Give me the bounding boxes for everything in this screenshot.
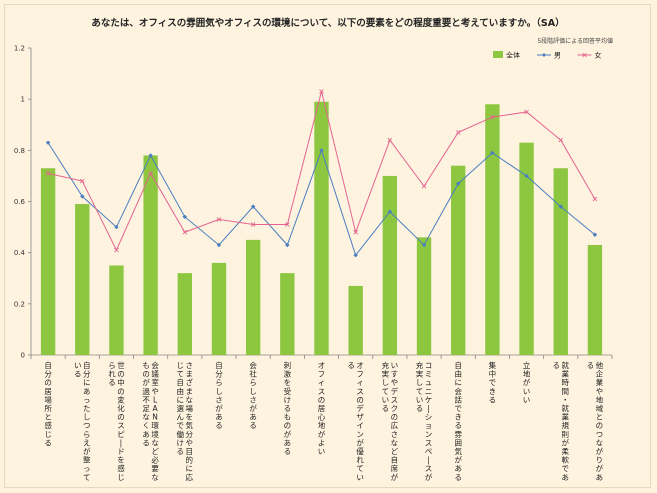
x-tick-label: さまざまな場を気分や目的に応じて自由に選んで働ける xyxy=(177,361,194,482)
legend-marker xyxy=(542,53,546,57)
x-tick-label: 会議室や L A N 環境など必要なものが過不足なくある xyxy=(142,360,159,482)
y-tick-label: 0.4 xyxy=(14,249,26,257)
legend-swatch xyxy=(493,51,503,58)
x-tick-label: 他企業や地域とのつながりがある xyxy=(587,360,604,482)
point-男 xyxy=(456,181,461,186)
point-女 xyxy=(250,222,256,227)
point-女 xyxy=(319,89,324,94)
point-男 xyxy=(114,224,119,230)
bar-全体 xyxy=(519,142,534,355)
x-tick-label: 自由に会話できる雰囲気がある xyxy=(454,360,462,482)
point-女 xyxy=(182,229,188,235)
combo-chart: あなたは、オフィスの雰囲気やオフィスの環境について、以下の要素をどの程度重要と考… xyxy=(14,17,613,482)
bar-全体 xyxy=(553,168,568,355)
bar-全体 xyxy=(109,265,124,355)
bar-全体 xyxy=(75,204,90,355)
x-tick-label: オフィスのデザインが優れている xyxy=(347,361,364,482)
y-tick-label: 0.6 xyxy=(14,198,26,206)
point-男 xyxy=(319,148,324,153)
bar-全体 xyxy=(451,165,466,355)
point-男 xyxy=(80,194,85,199)
point-男 xyxy=(285,242,290,248)
bar-全体 xyxy=(40,168,56,355)
chart-title: あなたは、オフィスの雰囲気やオフィスの環境について、以下の要素をどの程度重要と考… xyxy=(91,17,564,29)
point-女 xyxy=(421,183,427,189)
legend-label: 女 xyxy=(595,51,602,60)
x-tick-label: 刺激を受けるものがある xyxy=(284,361,292,456)
point-男 xyxy=(490,150,495,156)
y-tick-label: 0 xyxy=(21,352,25,360)
point-男 xyxy=(216,242,222,248)
x-tick-label: 集中できる xyxy=(489,360,497,404)
bar-全体 xyxy=(211,262,227,355)
point-女 xyxy=(285,222,290,227)
y-tick-label: 0.2 xyxy=(14,300,25,308)
x-tick-label: いすやデスクの広さなど自席が充実している xyxy=(382,360,399,482)
point-男 xyxy=(387,209,393,214)
bar-全体 xyxy=(587,244,603,355)
chart-note: 5段階評価による回答平均値 xyxy=(537,37,613,45)
point-女 xyxy=(79,178,85,184)
point-女 xyxy=(387,137,393,143)
point-男 xyxy=(558,204,563,209)
chart-frame: あなたは、オフィスの雰囲気やオフィスの環境について、以下の要素をどの程度重要と考… xyxy=(4,4,651,488)
legend-marker xyxy=(582,52,587,58)
bar-全体 xyxy=(245,239,261,355)
point-女 xyxy=(45,171,51,176)
point-男 xyxy=(182,214,187,220)
point-男 xyxy=(45,140,51,145)
point-女 xyxy=(148,171,153,176)
point-女 xyxy=(490,114,495,120)
x-tick-label: 立地がいい xyxy=(523,360,531,404)
bar-全体 xyxy=(314,101,329,355)
point-男 xyxy=(421,242,427,248)
legend-label: 全体 xyxy=(506,51,520,60)
x-tick-label: コミュニケ|ションスペ|スが充実している xyxy=(416,360,433,482)
x-tick-label: 自分の居場所と感じる xyxy=(44,360,52,447)
bar-全体 xyxy=(382,175,398,355)
legend: 全体 男 女 xyxy=(493,51,602,60)
x-tick-label: 会社らしさがある xyxy=(249,360,257,430)
x-tick-label: 自分らしさがある xyxy=(215,360,223,430)
y-tick-label: 1 xyxy=(21,96,25,104)
bar-全体 xyxy=(416,237,432,355)
bar-series xyxy=(40,101,603,356)
point-女 xyxy=(592,196,598,202)
bar-全体 xyxy=(348,285,363,355)
bar-全体 xyxy=(280,273,295,355)
point-女 xyxy=(353,229,358,235)
point-女 xyxy=(455,130,461,135)
bar-全体 xyxy=(485,104,500,356)
x-tick-label: 就業時間・就業規則が柔軟である xyxy=(552,360,569,482)
legend-label: 男 xyxy=(554,52,561,60)
x-tick-label: 自分にあったしつらえが整っている xyxy=(74,360,91,482)
bar-全体 xyxy=(143,155,158,355)
point-男 xyxy=(592,232,598,237)
point-男 xyxy=(250,204,256,209)
point-男 xyxy=(148,153,153,158)
point-男 xyxy=(524,173,529,179)
y-tick-label: 1.2 xyxy=(14,45,25,53)
point-女 xyxy=(524,109,529,115)
point-女 xyxy=(216,217,222,222)
y-tick-label: 0.8 xyxy=(14,147,25,155)
point-女 xyxy=(114,247,119,253)
x-tick-label: オフィスの居心地がよい xyxy=(318,361,326,456)
line-series xyxy=(45,89,598,258)
point-男 xyxy=(353,253,358,258)
point-女 xyxy=(558,137,564,143)
x-axis-labels: 自分の居場所と感じる 自分にあったしつらえが整っている世の中の変化のスピ|ドを感じ… xyxy=(44,360,603,482)
x-tick-label: 世の中の変化のスピ|ドを感じられる xyxy=(108,360,125,482)
bar-全体 xyxy=(177,273,192,355)
